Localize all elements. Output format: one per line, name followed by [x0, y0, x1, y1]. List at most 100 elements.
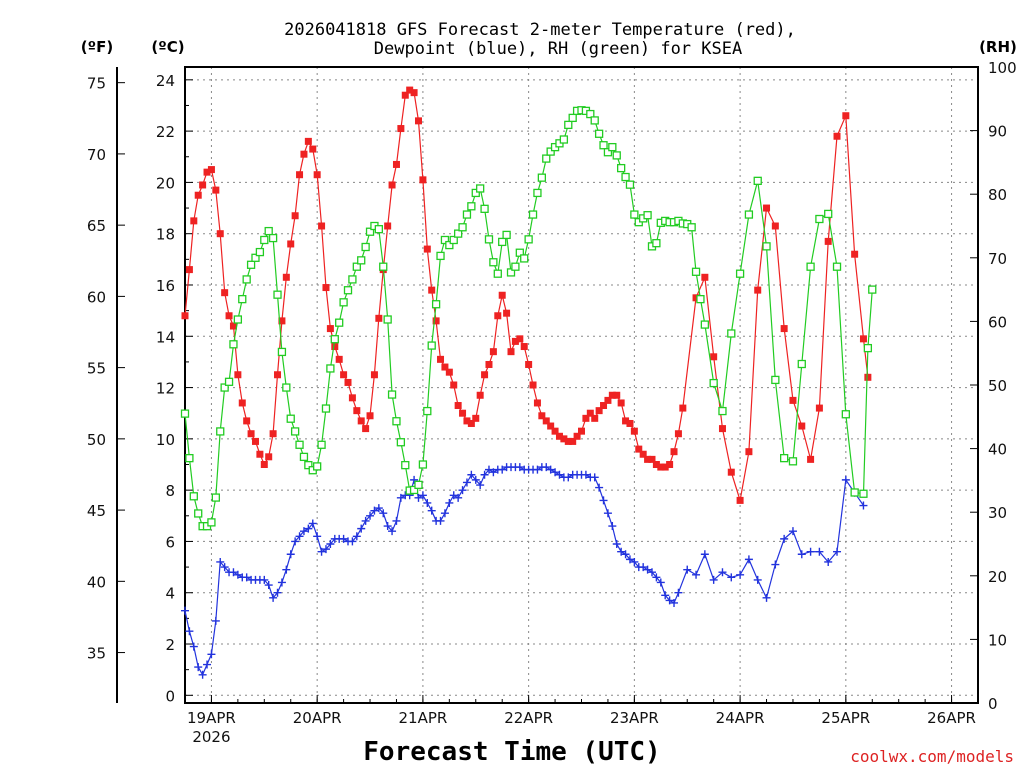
rh-point: [687, 223, 696, 232]
rh-point: [458, 223, 467, 232]
dewpoint-point: [304, 524, 313, 533]
series: [180, 86, 877, 679]
rh-tick-label: 100: [988, 59, 1017, 77]
dewpoint-point: [806, 547, 815, 556]
dewpoint-point: [423, 498, 432, 507]
dewpoint-point: [652, 573, 661, 582]
temperature-point: [450, 381, 458, 389]
celsius-tick-label: 20: [156, 174, 175, 192]
dewpoint-point: [313, 532, 322, 541]
rh-point: [317, 440, 326, 449]
temperature-point: [798, 422, 806, 430]
temperature-point: [199, 181, 207, 189]
rh-point: [515, 248, 524, 257]
dewpoint-point: [621, 550, 630, 559]
rh-point: [348, 275, 357, 284]
temperature-point: [251, 437, 259, 445]
rh-point: [863, 343, 873, 353]
dewpoint-point: [308, 519, 317, 528]
temperature-point: [406, 86, 414, 94]
rh-point: [273, 290, 282, 299]
rh-point: [815, 214, 824, 224]
rh-point: [379, 262, 388, 271]
rh-point: [762, 242, 771, 251]
temperature-point: [481, 371, 489, 379]
temperature-point: [256, 450, 264, 458]
dewpoint-point: [670, 598, 679, 607]
dewpoint-point: [612, 540, 621, 548]
rh-point: [229, 340, 238, 349]
rh-point: [194, 509, 203, 518]
dewpoint-point: [617, 547, 626, 556]
dewpoint-point: [736, 570, 745, 579]
dewpoint-point: [339, 534, 348, 543]
rh-point: [476, 184, 485, 193]
temperature-point: [454, 402, 462, 410]
rh-point: [630, 210, 639, 219]
dewpoint-point: [630, 557, 639, 566]
rh-point: [797, 359, 806, 369]
temperature-point: [216, 230, 224, 238]
rh-point: [590, 116, 599, 125]
dewpoint-point: [718, 568, 727, 577]
dewpoint-point: [185, 627, 194, 636]
temperature-point: [313, 171, 321, 179]
x-tick-label: 25APR: [821, 709, 870, 727]
dewpoint-point: [647, 568, 656, 577]
dewpoint-point: [546, 465, 555, 474]
temperature-point: [410, 89, 418, 97]
temperature-point: [542, 417, 550, 425]
dewpoint-point: [295, 532, 304, 541]
rh-point: [868, 285, 877, 294]
rh-point: [462, 210, 472, 219]
temperature-point: [243, 417, 251, 425]
dewpoint-point: [458, 486, 467, 495]
temperature-point: [300, 150, 308, 158]
dewpoint-point: [551, 468, 560, 477]
temperature-point: [485, 360, 493, 368]
dewpoint-point: [762, 593, 771, 602]
temperature-point: [652, 461, 660, 468]
dewpoint-point: [467, 470, 476, 479]
dewpoint-point: [788, 527, 797, 536]
rh-point: [771, 375, 780, 385]
dewpoint-point: [211, 616, 220, 625]
rh-point: [718, 406, 727, 416]
rh-unit-label: (RH): [979, 38, 1017, 56]
temperature-point: [190, 217, 198, 225]
rh-point: [467, 202, 476, 211]
rh-point: [401, 460, 410, 470]
dewpoint-point: [233, 570, 242, 579]
dewpoint-point: [771, 560, 780, 569]
dewpoint-point: [683, 565, 692, 574]
rh-point: [511, 262, 520, 271]
temperature-point: [503, 309, 511, 317]
rh-point: [727, 329, 736, 338]
x-tick-label: 23APR: [610, 709, 659, 727]
rh-point: [480, 204, 489, 213]
dewpoint-point: [692, 570, 701, 579]
temperature-point: [569, 437, 577, 445]
temperature-point: [666, 461, 674, 468]
dewpoint-point: [207, 650, 216, 659]
fahrenheit-unit-label: (ºF): [81, 38, 113, 56]
rh-point: [546, 147, 555, 156]
temperature-point: [533, 399, 541, 407]
rh-tick-label: 80: [988, 186, 1007, 204]
rh-point: [506, 268, 516, 277]
temperature-point: [278, 317, 286, 325]
temperature-point: [375, 314, 383, 322]
rh-point: [625, 180, 635, 189]
celsius-tick-label: 14: [156, 328, 175, 346]
temperature-point: [578, 427, 585, 435]
rh-point: [788, 457, 798, 466]
temperature-point: [489, 348, 497, 356]
rh-point: [326, 364, 335, 373]
temperature-point: [362, 425, 370, 433]
rh-point: [330, 335, 339, 344]
temperature-point: [463, 417, 471, 425]
temperature-point: [736, 496, 744, 504]
temperature-point: [864, 373, 872, 381]
temperature-point: [824, 237, 832, 245]
temperature-point: [494, 312, 502, 320]
